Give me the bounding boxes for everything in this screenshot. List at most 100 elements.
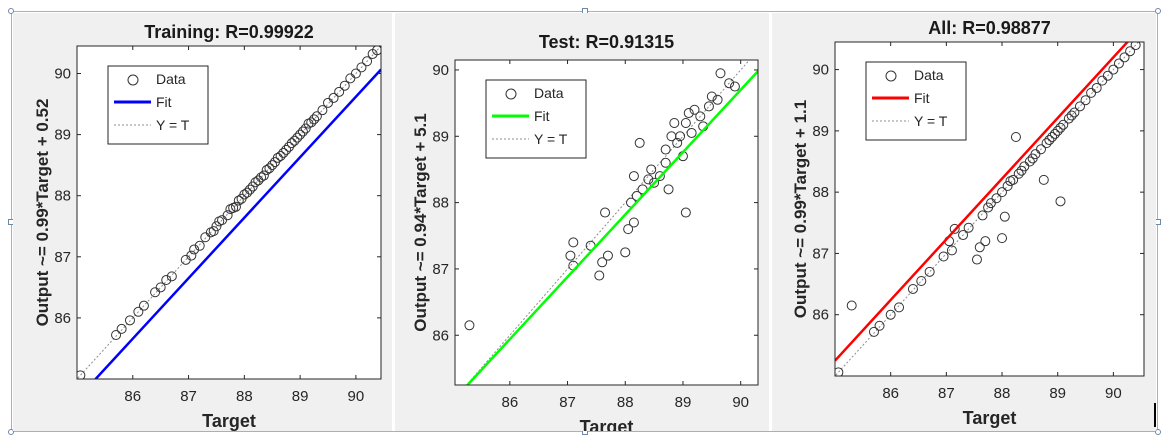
y-tick-label: 88 <box>432 195 449 212</box>
data-point <box>997 187 1008 198</box>
data-point <box>239 189 250 200</box>
y-tick-label: 89 <box>54 127 71 144</box>
y-tick-label: 87 <box>54 249 71 266</box>
y-tick-label: 90 <box>812 62 829 79</box>
x-axis-label: Target <box>580 417 634 431</box>
data-point <box>111 330 122 341</box>
data-point <box>835 367 844 376</box>
legend-label: Data <box>156 71 186 87</box>
data-point <box>1063 113 1074 124</box>
chart-all: All: R=0.98877 86 87 88 89 90 86 87 88 89 90 Target… <box>791 18 1145 428</box>
data-point <box>924 266 935 277</box>
data-point <box>1097 75 1108 86</box>
data-point <box>281 144 292 155</box>
data-point <box>597 257 608 268</box>
legend-box <box>107 65 209 145</box>
data-point <box>208 226 219 237</box>
data-point <box>938 251 949 262</box>
data-point <box>689 104 700 115</box>
x-tick-label: 89 <box>292 388 309 405</box>
data-point <box>138 300 149 311</box>
y-tick-label: 87 <box>812 245 829 262</box>
data-point <box>634 137 645 148</box>
data-point <box>980 236 991 247</box>
y-axis-label: Output ~= 0.99*Target + 1.1 <box>791 100 810 318</box>
data-point <box>846 300 857 311</box>
data-point <box>311 111 322 122</box>
data-point <box>623 224 634 235</box>
legend-label: Fit <box>534 108 550 124</box>
data-point <box>161 275 172 286</box>
data-point <box>272 152 283 163</box>
resize-handle-top-right[interactable] <box>1155 8 1161 14</box>
data-point <box>916 276 927 287</box>
x-tick-label: 88 <box>994 385 1011 402</box>
data-point <box>1047 131 1058 142</box>
panel-divider <box>769 13 772 431</box>
legend-label: Y = T <box>534 131 568 147</box>
data-point <box>715 68 726 79</box>
data-point <box>278 147 289 158</box>
data-point <box>244 184 255 195</box>
data-point <box>1055 122 1066 133</box>
data-point <box>1069 107 1080 118</box>
data-point <box>275 150 286 161</box>
axes-box <box>76 45 382 380</box>
y-tick-label: 90 <box>432 62 449 79</box>
x-tick-label: 86 <box>124 388 141 405</box>
data-point <box>695 111 706 122</box>
y-tick-label: 88 <box>54 188 71 205</box>
data-point <box>565 250 576 261</box>
x-tick-label: 89 <box>1049 385 1066 402</box>
x-tick-label: 88 <box>617 394 634 411</box>
data-point <box>602 250 613 261</box>
data-point <box>672 137 683 148</box>
data-point <box>985 198 996 209</box>
chart-title: All: R=0.98877 <box>928 18 1051 38</box>
data-point <box>77 370 86 379</box>
y-tick-label: 89 <box>432 128 449 145</box>
resize-handle-bottom-left[interactable] <box>8 429 14 435</box>
data-point <box>345 73 356 84</box>
legend: Data Fit Y = T <box>865 61 967 141</box>
data-point <box>999 211 1010 222</box>
data-point <box>894 302 905 313</box>
text-cursor <box>1154 403 1156 427</box>
resize-handle-bottom-right[interactable] <box>1155 429 1161 435</box>
x-tick-label: 88 <box>236 388 253 405</box>
data-point <box>874 320 885 331</box>
data-point <box>724 78 735 89</box>
resize-handle-top-left[interactable] <box>8 8 14 14</box>
data-point <box>261 165 272 176</box>
y-tick-label: 88 <box>812 184 829 201</box>
x-tick-label: 90 <box>732 394 749 411</box>
panel-test: Test: R=0.91315 86 87 88 89 90 86 87 88 89 90 Targe… <box>395 13 769 431</box>
data-point <box>116 323 127 334</box>
data-point <box>663 184 674 195</box>
data-point <box>669 118 680 129</box>
data-point <box>1130 42 1141 51</box>
data-point <box>334 86 345 97</box>
legend-box <box>485 79 587 159</box>
data-point <box>258 170 269 181</box>
data-point <box>124 315 135 326</box>
data-point <box>949 223 960 234</box>
data-point <box>189 244 200 255</box>
identity-line <box>835 42 1140 376</box>
data-point <box>1058 119 1069 130</box>
data-point <box>683 108 694 119</box>
legend: Data Fit Y = T <box>485 79 587 159</box>
legend-label: Fit <box>156 94 172 110</box>
chart-title: Test: R=0.91315 <box>539 32 674 52</box>
panel-all: All: R=0.98877 86 87 88 89 90 86 87 88 89 90 Target… <box>772 13 1156 431</box>
data-point <box>620 247 631 258</box>
y-tick-label: 89 <box>812 123 829 140</box>
legend-marker-data <box>505 88 517 100</box>
x-tick-label: 87 <box>938 385 955 402</box>
x-tick-label: 87 <box>180 388 197 405</box>
data-point <box>958 230 969 241</box>
data-point <box>706 91 717 102</box>
data-point <box>186 250 197 261</box>
data-point <box>660 157 671 168</box>
panel-divider <box>392 13 395 431</box>
